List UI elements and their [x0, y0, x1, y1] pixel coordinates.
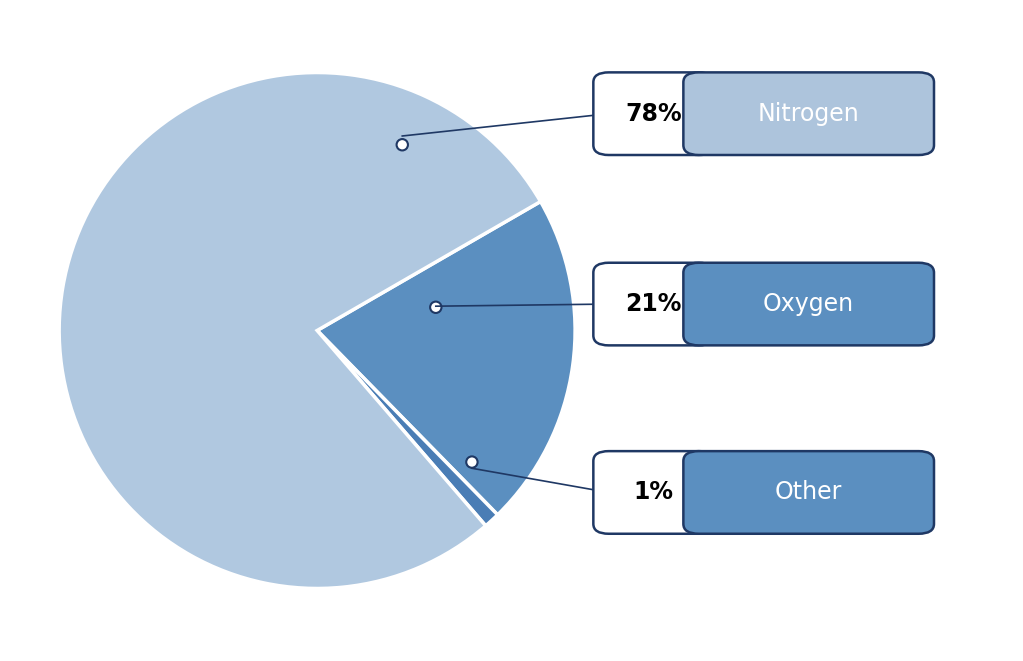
Circle shape [397, 139, 408, 151]
Text: 1%: 1% [633, 481, 674, 504]
Text: Oxygen: Oxygen [763, 292, 854, 316]
Text: 21%: 21% [625, 292, 682, 316]
Text: Nitrogen: Nitrogen [758, 102, 859, 126]
Wedge shape [317, 202, 575, 515]
Circle shape [466, 456, 478, 468]
Wedge shape [59, 73, 540, 588]
Circle shape [430, 301, 442, 313]
Wedge shape [317, 330, 497, 525]
Text: 78%: 78% [625, 102, 682, 126]
Text: Other: Other [775, 481, 842, 504]
